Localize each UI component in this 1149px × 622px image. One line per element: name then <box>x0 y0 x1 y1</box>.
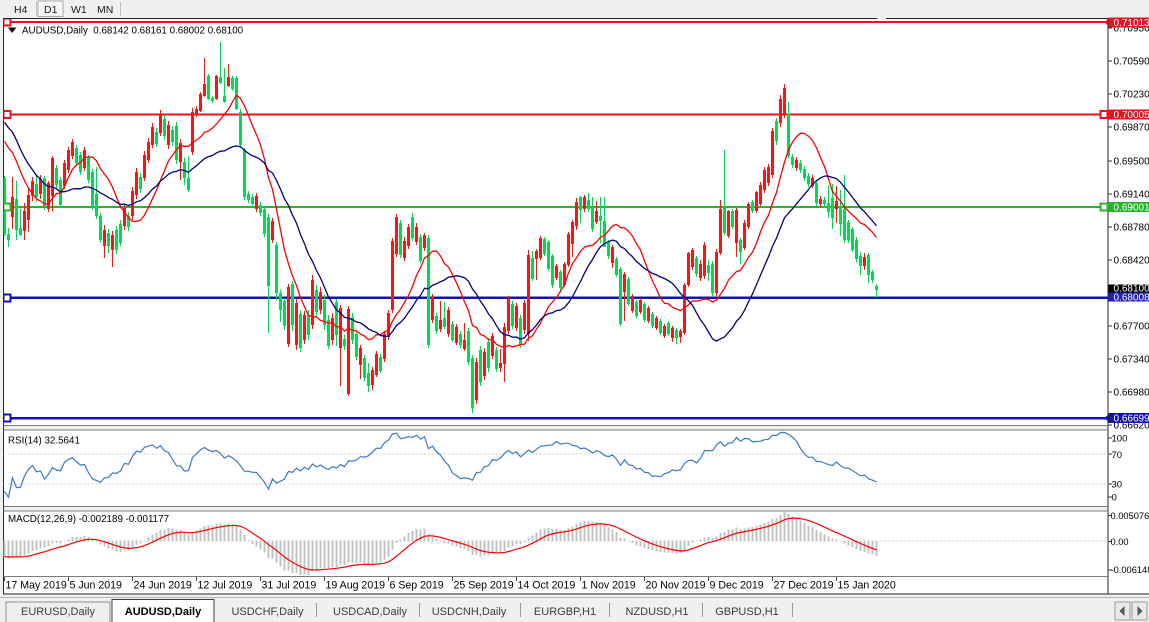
svg-text:14 Oct 2019: 14 Oct 2019 <box>518 580 576 592</box>
svg-text:NZDUSD,H1: NZDUSD,H1 <box>626 606 689 618</box>
svg-text:0.005076: 0.005076 <box>1111 511 1149 521</box>
svg-text:5 Jun 2019: 5 Jun 2019 <box>70 580 123 592</box>
svg-text:H4: H4 <box>14 4 28 16</box>
svg-text:W1: W1 <box>71 4 87 16</box>
svg-text:MN: MN <box>97 4 113 16</box>
svg-text:GBPUSD,H1: GBPUSD,H1 <box>715 606 779 618</box>
svg-text:0.66620: 0.66620 <box>1114 421 1149 432</box>
svg-text:17 May 2019: 17 May 2019 <box>6 580 67 592</box>
svg-text:0.68008: 0.68008 <box>1114 292 1149 303</box>
svg-text:70: 70 <box>1112 450 1123 461</box>
svg-text:0.66699: 0.66699 <box>1114 414 1149 425</box>
svg-text:0.67340: 0.67340 <box>1114 355 1149 366</box>
svg-text:0.69001: 0.69001 <box>1114 202 1149 213</box>
svg-text:D1: D1 <box>44 4 58 16</box>
svg-text:MACD(12,26,9) -0.002189 -0.001: MACD(12,26,9) -0.002189 -0.001177 <box>8 514 169 525</box>
svg-text:0.00: 0.00 <box>1111 537 1129 547</box>
svg-text:31 Jul 2019: 31 Jul 2019 <box>262 580 317 592</box>
svg-text:0.68100: 0.68100 <box>1114 284 1149 295</box>
svg-text:0.69140: 0.69140 <box>1114 190 1149 201</box>
svg-text:0.69500: 0.69500 <box>1114 157 1149 168</box>
svg-text:20 Nov 2019: 20 Nov 2019 <box>646 580 706 592</box>
svg-text:0.67700: 0.67700 <box>1114 322 1149 333</box>
svg-text:24 Jun 2019: 24 Jun 2019 <box>134 580 192 592</box>
svg-text:USDCAD,Daily: USDCAD,Daily <box>333 606 407 618</box>
svg-text:27 Dec 2019: 27 Dec 2019 <box>774 580 834 592</box>
svg-text:EURUSD,Daily: EURUSD,Daily <box>21 606 95 618</box>
svg-text:30: 30 <box>1112 480 1123 491</box>
svg-text:6 Sep 2019: 6 Sep 2019 <box>390 580 444 592</box>
svg-text:15 Jan 2020: 15 Jan 2020 <box>838 580 896 592</box>
svg-text:12 Jul 2019: 12 Jul 2019 <box>198 580 253 592</box>
svg-text:USDCHF,Daily: USDCHF,Daily <box>231 606 304 618</box>
svg-text:9 Dec 2019: 9 Dec 2019 <box>710 580 764 592</box>
svg-text:-0.006148: -0.006148 <box>1111 565 1149 575</box>
svg-text:25 Sep 2019: 25 Sep 2019 <box>454 580 514 592</box>
svg-text:0.68420: 0.68420 <box>1114 256 1149 267</box>
svg-text:0.70590: 0.70590 <box>1114 57 1149 68</box>
svg-text:AUDUSD,Daily 0.68142 0.68161: AUDUSD,Daily 0.68142 0.68161 0.68002 0.6… <box>22 26 244 37</box>
svg-text:0.70230: 0.70230 <box>1114 90 1149 101</box>
svg-text:100: 100 <box>1112 434 1128 445</box>
svg-text:AUDUSD,Daily: AUDUSD,Daily <box>125 606 202 618</box>
svg-text:1 Nov 2019: 1 Nov 2019 <box>582 580 636 592</box>
svg-text:0.70005: 0.70005 <box>1114 110 1149 121</box>
svg-text:0.68780: 0.68780 <box>1114 223 1149 234</box>
svg-text:USDCNH,Daily: USDCNH,Daily <box>432 606 507 618</box>
svg-text:0.66980: 0.66980 <box>1114 388 1149 399</box>
svg-text:0: 0 <box>1112 493 1117 504</box>
svg-text:EURGBP,H1: EURGBP,H1 <box>534 606 596 618</box>
svg-text:0.69870: 0.69870 <box>1114 123 1149 134</box>
svg-text:19 Aug 2019: 19 Aug 2019 <box>326 580 386 592</box>
svg-text:0.70950: 0.70950 <box>1114 24 1149 35</box>
svg-text:0.71013: 0.71013 <box>1114 18 1149 29</box>
svg-text:RSI(14) 32.5641: RSI(14) 32.5641 <box>8 436 80 447</box>
